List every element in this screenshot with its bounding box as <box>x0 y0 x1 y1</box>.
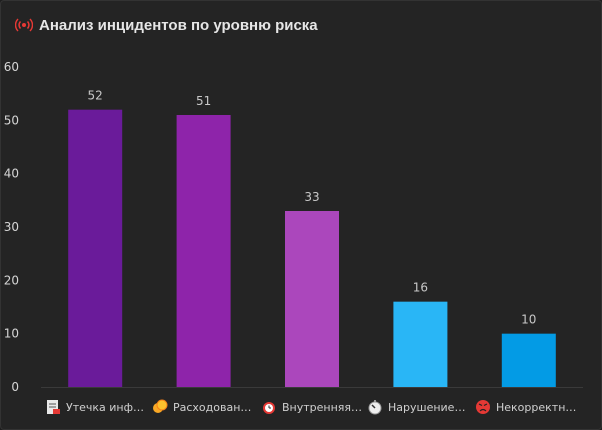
bar[interactable] <box>68 109 123 388</box>
legend-item[interactable]: Внутренняя… <box>261 394 362 420</box>
legend-label: Внутренняя… <box>282 400 363 414</box>
y-tick-label: 60 <box>4 60 19 74</box>
bar-value-label: 52 <box>88 89 103 103</box>
legend-item[interactable]: Некорректн… <box>475 394 576 420</box>
y-tick-label: 30 <box>4 220 19 234</box>
legend-label: Расходован… <box>173 400 252 414</box>
stopwatch-icon <box>367 399 383 415</box>
legend-item[interactable]: Нарушение… <box>367 394 465 420</box>
y-tick-label: 0 <box>11 380 19 394</box>
y-tick-label: 40 <box>4 167 19 181</box>
coins-icon <box>152 399 168 415</box>
bar[interactable] <box>501 333 556 387</box>
legend-label: Некорректн… <box>496 400 577 414</box>
angry-face-icon <box>475 399 491 415</box>
bar[interactable] <box>176 115 231 387</box>
legend-label: Утечка инф… <box>66 400 145 414</box>
bar-value-label: 33 <box>304 190 319 204</box>
alarm-clock-icon <box>261 399 277 415</box>
broadcast-icon <box>15 18 33 32</box>
bar-value-label: 16 <box>413 281 428 295</box>
y-tick-label: 20 <box>4 273 19 287</box>
bar[interactable] <box>393 301 448 387</box>
bar-value-label: 10 <box>521 313 536 327</box>
chart-legend: Утечка инф… Расходован… Внутренняя… Нарушен… <box>1 394 601 420</box>
legend-label: Нарушение… <box>388 400 466 414</box>
bar-chart: 0 10 20 30 40 50 60 52 51 33 16 10 <box>4 60 583 394</box>
legend-item[interactable]: Расходован… <box>152 394 251 420</box>
y-tick-label: 50 <box>4 113 19 127</box>
bar[interactable] <box>285 211 339 387</box>
legend-item[interactable]: Утечка инф… <box>45 394 144 420</box>
chart-header: Анализ инцидентов по уровню риска <box>15 13 318 37</box>
chart-title: Анализ инцидентов по уровню риска <box>39 16 318 34</box>
y-tick-label: 10 <box>4 327 19 341</box>
document-icon <box>45 399 61 415</box>
bar-value-label: 51 <box>196 94 211 108</box>
